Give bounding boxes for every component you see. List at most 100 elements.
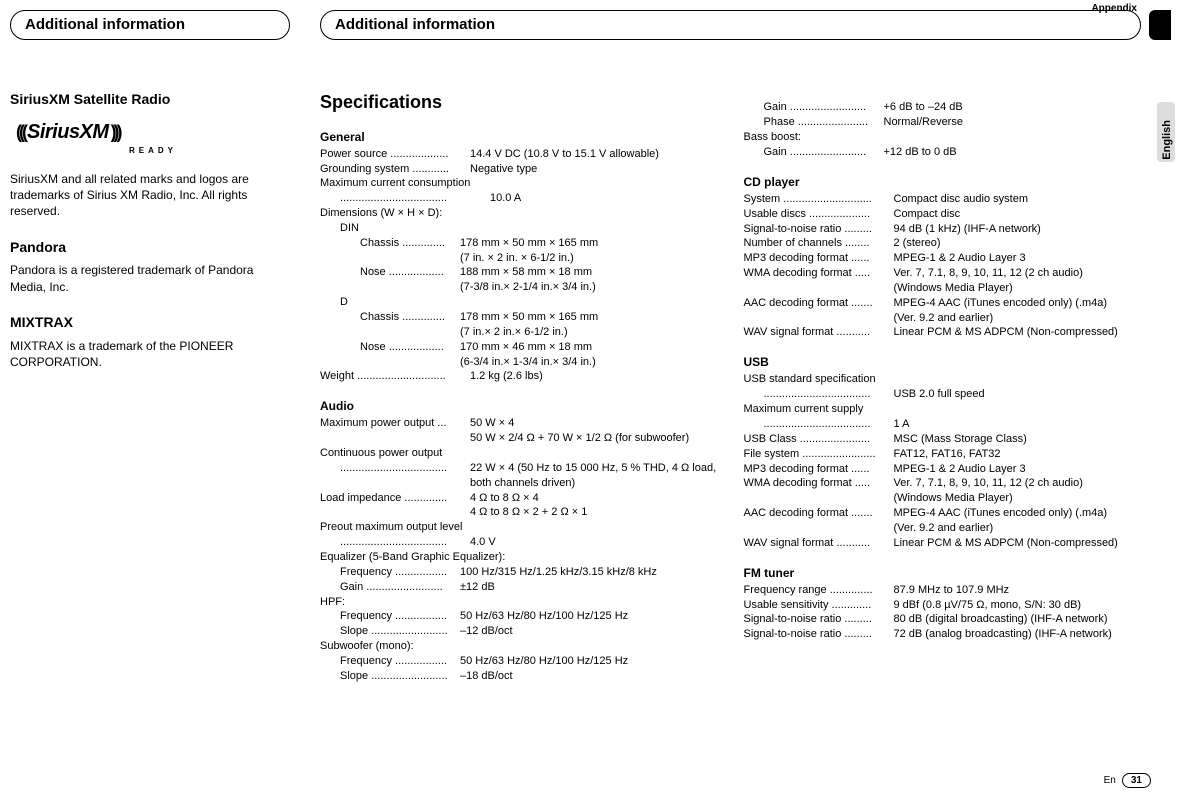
fm-rng-k: Frequency range .............. [744,583,894,598]
maxpow-k: Maximum power output ... [320,416,470,431]
din-ch-v2: (7 in. × 2 in. × 6-1/2 in.) [320,251,718,266]
siriusxm-ready-text: READY [16,146,290,157]
usb-cls-v: MSC (Mass Storage Class) [894,432,1142,447]
hpf-freq-v: 50 Hz/63 Hz/80 Hz/100 Hz/125 Hz [460,609,718,624]
usb-std-k: USB standard specification [744,372,1142,387]
bass-gain-v: +12 dB to 0 dB [884,145,1142,160]
d-label: D [320,295,718,310]
sub-k: Subwoofer (mono): [320,639,718,654]
cd-ch-v: 2 (stereo) [894,236,1142,251]
right-column: Additional information Specifications Ge… [320,10,1141,684]
sub-phase-k: Phase ....................... [764,115,884,130]
cd-sys-v: Compact disc audio system [894,192,1142,207]
fm-heading: FM tuner [744,565,1142,581]
bass-k: Bass boost: [744,130,1142,145]
spec-col-b: Gain .........................+6 dB to –… [744,90,1142,683]
d-nose-k: Nose .................. [360,340,460,355]
fm-sens-k: Usable sensitivity ............. [744,598,894,613]
pandora-para: Pandora is a registered trademark of Pan… [10,262,290,294]
usb-std-v: USB 2.0 full speed [894,387,1142,402]
spec-col-a: Specifications General Power source ....… [320,90,718,683]
eq-freq-k: Frequency ................. [340,565,460,580]
pandora-heading: Pandora [10,238,290,257]
cd-disc-v: Compact disc [894,207,1142,222]
preout-dots: ................................... [340,535,470,550]
hpf-k: HPF: [320,595,718,610]
siriusxm-logo: ((( SiriusXM ))) READY [16,119,290,157]
audio-heading: Audio [320,398,718,414]
usb-std-dots: ................................... [764,387,894,402]
dim-k: Dimensions (W × H × D): [320,206,718,221]
usb-aac-k: AAC decoding format ....... [744,506,894,521]
sub-slope-k: Slope ......................... [340,669,460,684]
usb-wma-v: Ver. 7, 7.1, 8, 9, 10, 11, 12 (2 ch audi… [894,476,1142,491]
d-nose-v: 170 mm × 46 mm × 18 mm [460,340,718,355]
footer-page-number: 31 [1122,773,1151,789]
usb-heading: USB [744,354,1142,370]
maxpow-v2: 50 W × 2/4 Ω + 70 W × 1/2 Ω (for subwoof… [320,431,718,446]
din-nose-k: Nose .................. [360,265,460,280]
din-label: DIN [320,221,718,236]
d-ch-v: 178 mm × 50 mm × 165 mm [460,310,718,325]
tab-right: Additional information [320,10,1141,40]
sub-freq-v: 50 Hz/63 Hz/80 Hz/100 Hz/125 Hz [460,654,718,669]
cd-sn-k: Signal-to-noise ratio ......... [744,222,894,237]
cd-aac-v2: (Ver. 9.2 and earlier) [744,311,1142,326]
d-ch-k: Chassis .............. [360,310,460,325]
din-ch-v: 178 mm × 50 mm × 165 mm [460,236,718,251]
footer-lang: En [1104,774,1116,788]
sub-gain-k: Gain ......................... [764,100,884,115]
specifications-title: Specifications [320,90,718,114]
waves-right-icon: ))) [111,120,120,144]
maxcur-k: Maximum current consumption [320,176,718,191]
contpow-v: 22 W × 4 (50 Hz to 15 000 Hz, 5 % THD, 4… [470,461,718,491]
fm-sens-v: 9 dBf (0.8 µV/75 Ω, mono, S/N: 30 dB) [894,598,1142,613]
left-column: Additional information SiriusXM Satellit… [10,10,290,684]
usb-wma-k: WMA decoding format ..... [744,476,894,491]
maxcur-dots: ................................... [340,191,490,206]
eq-gain-v: ±12 dB [460,580,718,595]
sub-slope-v: –18 dB/oct [460,669,718,684]
siriusxm-heading: SiriusXM Satellite Radio [10,90,290,109]
waves-left-icon: ((( [16,120,25,144]
maxpow-v: 50 W × 4 [470,416,718,431]
page-body: Additional information SiriusXM Satellit… [0,0,1181,684]
maxcur-v: 10.0 A [490,191,718,206]
usb-fs-k: File system ........................ [744,447,894,462]
cd-ch-k: Number of channels ........ [744,236,894,251]
usb-cur-k: Maximum current supply [744,402,1142,417]
eq-freq-v: 100 Hz/315 Hz/1.25 kHz/3.15 kHz/8 kHz [460,565,718,580]
usb-cls-k: USB Class ....................... [744,432,894,447]
siriusxm-logo-text: SiriusXM [27,119,109,146]
cd-sn-v: 94 dB (1 kHz) (IHF-A network) [894,222,1142,237]
d-nose-v2: (6-3/4 in.× 1-3/4 in.× 3/4 in.) [320,355,718,370]
d-ch-v2: (7 in.× 2 in.× 6-1/2 in.) [320,325,718,340]
fm-sn1-v: 80 dB (digital broadcasting) (IHF-A netw… [894,612,1142,627]
sub-freq-k: Frequency ................. [340,654,460,669]
cd-mp3-k: MP3 decoding format ...... [744,251,894,266]
usb-aac-v2: (Ver. 9.2 and earlier) [744,521,1142,536]
fm-sn1-k: Signal-to-noise ratio ......... [744,612,894,627]
din-nose-v2: (7-3/8 in.× 2-1/4 in.× 3/4 in.) [320,280,718,295]
hpf-slope-k: Slope ......................... [340,624,460,639]
fm-sn2-v: 72 dB (analog broadcasting) (IHF-A netwo… [894,627,1142,642]
usb-cur-v: 1 A [894,417,1142,432]
usb-mp3-v: MPEG-1 & 2 Audio Layer 3 [894,462,1142,477]
preout-k: Preout maximum output level [320,520,718,535]
hpf-slope-v: –12 dB/oct [460,624,718,639]
cd-heading: CD player [744,174,1142,190]
usb-mp3-k: MP3 decoding format ...... [744,462,894,477]
ground-v: Negative type [470,162,718,177]
sub-gain-v: +6 dB to –24 dB [884,100,1142,115]
cd-mp3-v: MPEG-1 & 2 Audio Layer 3 [894,251,1142,266]
fm-sn2-k: Signal-to-noise ratio ......... [744,627,894,642]
usb-wma-v2: (Windows Media Player) [744,491,1142,506]
hpf-freq-k: Frequency ................. [340,609,460,624]
load-k: Load impedance .............. [320,491,470,506]
load-v: 4 Ω to 8 Ω × 4 [470,491,718,506]
siriusxm-para: SiriusXM and all related marks and logos… [10,171,290,220]
fm-rng-v: 87.9 MHz to 107.9 MHz [894,583,1142,598]
appendix-label: Appendix [1091,2,1137,16]
cd-sys-k: System ............................. [744,192,894,207]
contpow-dots: ................................... [340,461,470,491]
